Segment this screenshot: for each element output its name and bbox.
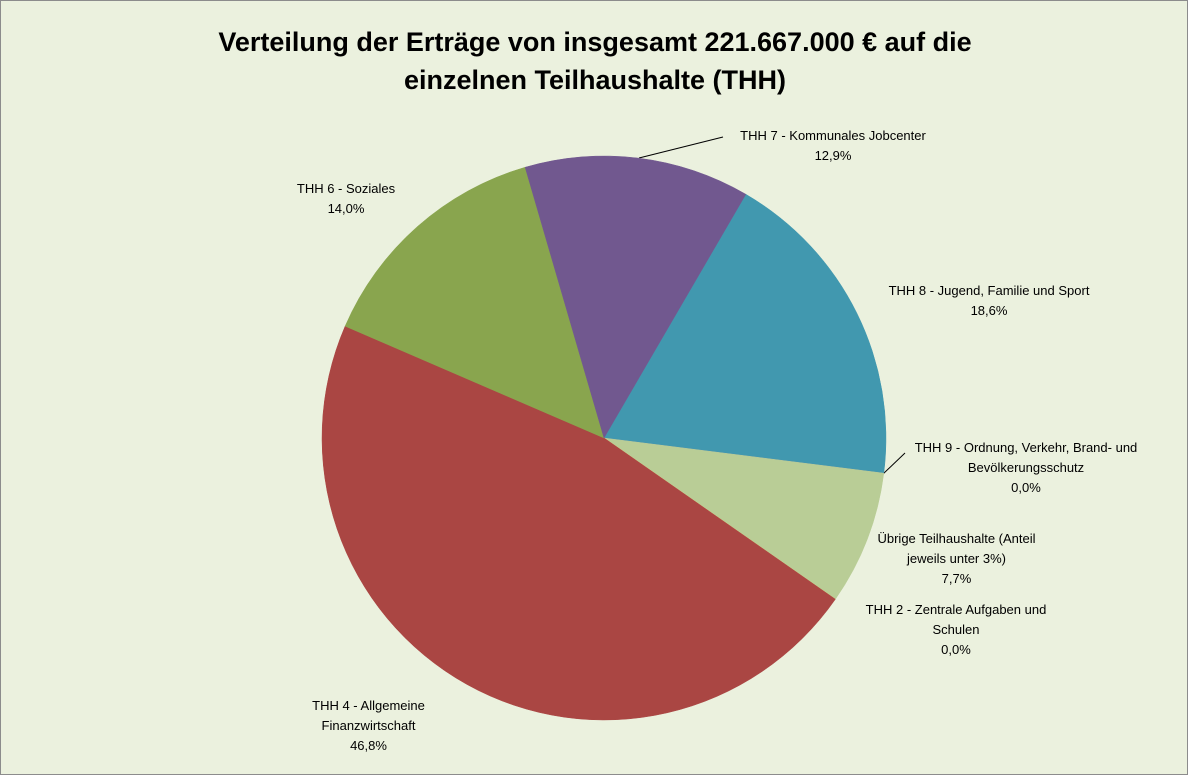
data-label: THH 2 - Zentrale Aufgaben und Schulen 0,0… [846, 600, 1066, 660]
chart-title: Verteilung der Erträge von insgesamt 221… [218, 27, 972, 95]
slice-name: THH 9 - Ordnung, Verkehr, Brand- und Bev… [914, 440, 1138, 475]
slice-value: 14,0% [327, 201, 365, 216]
slice-name: THH 8 - Jugend, Familie und Sport [888, 283, 1090, 298]
data-label: THH 9 - Ordnung, Verkehr, Brand- und Bev… [906, 438, 1146, 498]
slice-name: THH 4 - Allgemeine Finanzwirtschaft [312, 698, 425, 733]
slice-value: 46,8% [350, 738, 387, 753]
leader-line [638, 136, 724, 159]
slice-name: THH 2 - Zentrale Aufgaben und Schulen [865, 602, 1047, 637]
data-label: THH 6 - Soziales 14,0% [291, 179, 401, 219]
slice-value: 7,7% [941, 571, 972, 586]
pie-slice [603, 437, 885, 600]
data-label: THH 4 - Allgemeine Finanzwirtschaft 46,8% [291, 696, 446, 756]
pie-slice [321, 325, 836, 721]
data-label: THH 7 - Kommunales Jobcenter 12,9% [723, 126, 943, 166]
leader-line [882, 452, 906, 475]
data-label: Übrige Teilhaushalte (Anteil jeweils unt… [869, 529, 1044, 589]
slice-name: THH 7 - Kommunales Jobcenter [740, 128, 926, 143]
slice-value: 0,0% [1011, 480, 1041, 495]
slice-value: 0,0% [941, 642, 971, 657]
slice-value: 18,6% [970, 303, 1008, 318]
pie-slice [344, 166, 605, 439]
slice-name: THH 6 - Soziales [296, 181, 396, 196]
slice-value: 12,9% [814, 148, 852, 163]
pie-slice [524, 155, 747, 439]
pie-slice [603, 193, 887, 474]
data-label: THH 8 - Jugend, Familie und Sport 18,6% [879, 281, 1099, 321]
slice-name: Übrige Teilhaushalte (Anteil jeweils unt… [877, 531, 1036, 566]
